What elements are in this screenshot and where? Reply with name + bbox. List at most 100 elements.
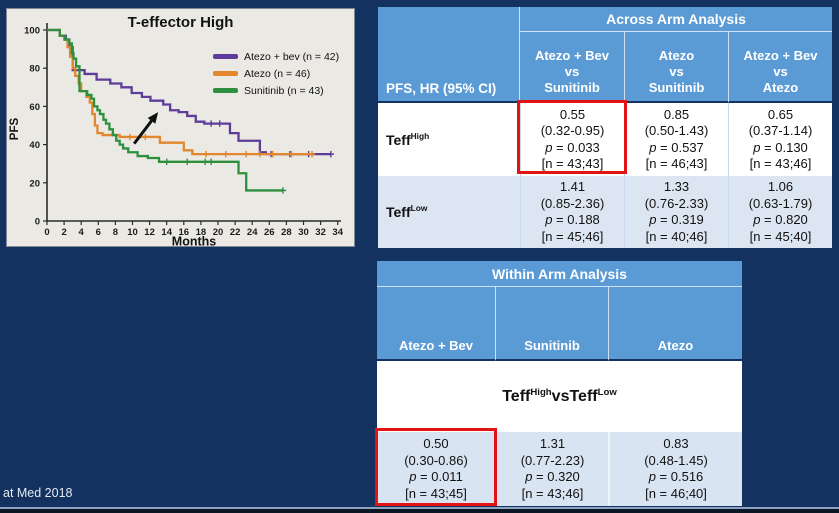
cell-line: 0.55 bbox=[559, 106, 586, 122]
svg-text:22: 22 bbox=[230, 227, 241, 238]
column-header: Atezo + Bev bbox=[377, 287, 495, 361]
cell-line: (0.48-1.45) bbox=[644, 452, 708, 468]
x-axis-label: Months bbox=[172, 235, 216, 247]
svg-text:60: 60 bbox=[29, 102, 40, 113]
cell-line: (0.76-2.33) bbox=[644, 195, 709, 211]
cell-line: p = 0.011 bbox=[409, 469, 463, 484]
row-label: Teff Low bbox=[378, 176, 520, 248]
column-header: Sunitinib bbox=[495, 287, 608, 361]
arrow-annotation bbox=[133, 112, 159, 145]
hr-cell: 1.33 (0.76-2.33) p = 0.319 [n = 40;46] bbox=[624, 176, 728, 248]
hr-cell: 0.85 (0.50-1.43) p = 0.537 [n = 46;43] bbox=[624, 103, 728, 176]
cell-line: 0.65 bbox=[767, 106, 794, 122]
svg-text:14: 14 bbox=[161, 227, 172, 238]
chart-title: T-effector High bbox=[127, 14, 234, 31]
cell-line: 0.83 bbox=[663, 436, 689, 451]
svg-text:24: 24 bbox=[247, 227, 258, 238]
svg-text:20: 20 bbox=[29, 178, 40, 189]
cell-line: 1.06 bbox=[767, 179, 794, 194]
svg-text:28: 28 bbox=[281, 227, 292, 238]
cell-line: (0.50-1.43) bbox=[644, 123, 709, 138]
hr-cell: 0.55 (0.32-0.95) p = 0.033 [n = 43;43] bbox=[520, 103, 624, 176]
comparison-label: Teff High vs Teff Low bbox=[377, 361, 742, 432]
cell-line: [n = 46;43] bbox=[645, 156, 708, 171]
column-header: Atezo vs Sunitinib bbox=[624, 32, 728, 103]
legend-label-0: Atezo + bev (n = 42) bbox=[244, 51, 339, 63]
svg-text:26: 26 bbox=[264, 227, 275, 238]
within-banner: Within Arm Analysis bbox=[377, 261, 742, 287]
cell-line: 1.31 bbox=[539, 436, 566, 451]
svg-text:0: 0 bbox=[44, 227, 49, 238]
svg-text:20: 20 bbox=[213, 227, 224, 238]
cell-line: (0.32-0.95) bbox=[540, 123, 605, 138]
cell-line: p = 0.537 bbox=[649, 139, 704, 155]
slide-bottom-edge bbox=[0, 507, 839, 509]
within-arm-table: Within Arm Analysis Atezo + Bev Sunitinib A… bbox=[377, 261, 742, 506]
hr-cell: 0.50 (0.30-0.86) p = 0.011 [n = 43;45] bbox=[377, 432, 495, 506]
svg-text:100: 100 bbox=[24, 26, 40, 37]
cell-line: p = 0.820 bbox=[753, 212, 808, 227]
cell-line: 0.50 bbox=[423, 436, 449, 451]
cell-line: [n = 43;45] bbox=[405, 485, 467, 501]
column-header: Atezo bbox=[608, 287, 742, 361]
cell-line: 1.33 bbox=[663, 179, 690, 194]
cell-line: p = 0.033 bbox=[545, 139, 600, 155]
svg-text:16: 16 bbox=[179, 227, 190, 238]
svg-text:18: 18 bbox=[196, 227, 207, 238]
cell-line: p = 0.320 bbox=[525, 469, 580, 484]
km-curve-1 bbox=[47, 28, 313, 156]
hr-cell: 0.83 (0.48-1.45) p = 0.516 [n = 46;40] bbox=[608, 432, 742, 506]
svg-text:0: 0 bbox=[35, 217, 40, 228]
legend-label-2: Sunitinib (n = 43) bbox=[244, 85, 324, 97]
cell-line: [n = 46;40] bbox=[645, 485, 707, 501]
cell-line: (0.63-1.79) bbox=[748, 195, 813, 211]
legend-label-1: Atezo (n = 46) bbox=[244, 68, 310, 80]
column-header: Atezo + Bev vs Atezo bbox=[728, 32, 832, 103]
cell-line: p = 0.319 bbox=[649, 212, 704, 227]
cell-line: [n = 40;46] bbox=[645, 228, 708, 244]
cell-line: [n = 43;43] bbox=[541, 156, 604, 171]
svg-text:80: 80 bbox=[29, 64, 40, 75]
axes: 0 2 4 6 8 10 12 14 16 18 20 22 24 26 28 30 32 34020406080… bbox=[9, 23, 344, 246]
cell-line: 1.41 bbox=[559, 179, 586, 194]
across-banner: Across Arm Analysis bbox=[520, 7, 832, 32]
km-plot: 0 2 4 6 8 10 12 14 16 18 20 22 24 26 28 30 32 34020406080… bbox=[9, 23, 344, 246]
svg-text:6: 6 bbox=[96, 227, 101, 238]
cell-line: 0.85 bbox=[663, 106, 690, 122]
censor-marks-1 bbox=[126, 133, 316, 158]
svg-text:4: 4 bbox=[79, 227, 85, 238]
row-label: Teff High bbox=[378, 103, 520, 176]
cell-line: (0.77-2.23) bbox=[520, 452, 585, 468]
censor-marks-0 bbox=[207, 120, 335, 158]
hr-cell: 1.31 (0.77-2.23) p = 0.320 [n = 43;46] bbox=[495, 432, 608, 506]
cell-line: p = 0.130 bbox=[753, 139, 808, 155]
hr-cell: 0.65 (0.37-1.14) p = 0.130 [n = 43;46] bbox=[728, 103, 832, 176]
hr-cell: 1.06 (0.63-1.79) p = 0.820 [n = 45;40] bbox=[728, 176, 832, 248]
km-chart-panel: T-effector High 0 2 4 6 8 10 12 14 16 18 20 22 24 26 2… bbox=[6, 8, 355, 247]
svg-text:12: 12 bbox=[144, 227, 155, 238]
highlight-box-within bbox=[375, 428, 497, 506]
cell-line: [n = 45;46] bbox=[541, 228, 604, 244]
cell-line: p = 0.516 bbox=[648, 469, 704, 484]
cell-line: [n = 43;46] bbox=[521, 485, 584, 501]
across-arm-table: PFS, HR (95% CI) Across Arm Analysis Atezo… bbox=[378, 7, 832, 248]
hr-cell: 1.41 (0.85-2.36) p = 0.188 [n = 45;46] bbox=[520, 176, 624, 248]
highlight-box-across bbox=[517, 100, 627, 174]
pfs-hr-header-cell: PFS, HR (95% CI) bbox=[378, 7, 520, 103]
svg-text:32: 32 bbox=[315, 227, 326, 238]
svg-text:40: 40 bbox=[29, 140, 40, 151]
cell-line: (0.30-0.86) bbox=[404, 452, 468, 468]
cell-line: [n = 43;46] bbox=[749, 156, 812, 171]
y-axis-label: PFS bbox=[9, 117, 21, 140]
cell-line: (0.37-1.14) bbox=[748, 123, 813, 138]
legend: Atezo + bev (n = 42) Atezo (n = 46) Suniti… bbox=[213, 51, 339, 97]
svg-text:10: 10 bbox=[127, 227, 138, 238]
svg-text:30: 30 bbox=[298, 227, 309, 238]
cell-line: p = 0.188 bbox=[545, 212, 600, 227]
svg-text:2: 2 bbox=[61, 227, 66, 238]
km-curve-2 bbox=[47, 28, 283, 192]
cell-line: [n = 45;40] bbox=[749, 228, 812, 244]
column-header: Atezo + Bev vs Sunitinib bbox=[520, 32, 624, 103]
svg-text:8: 8 bbox=[113, 227, 118, 238]
